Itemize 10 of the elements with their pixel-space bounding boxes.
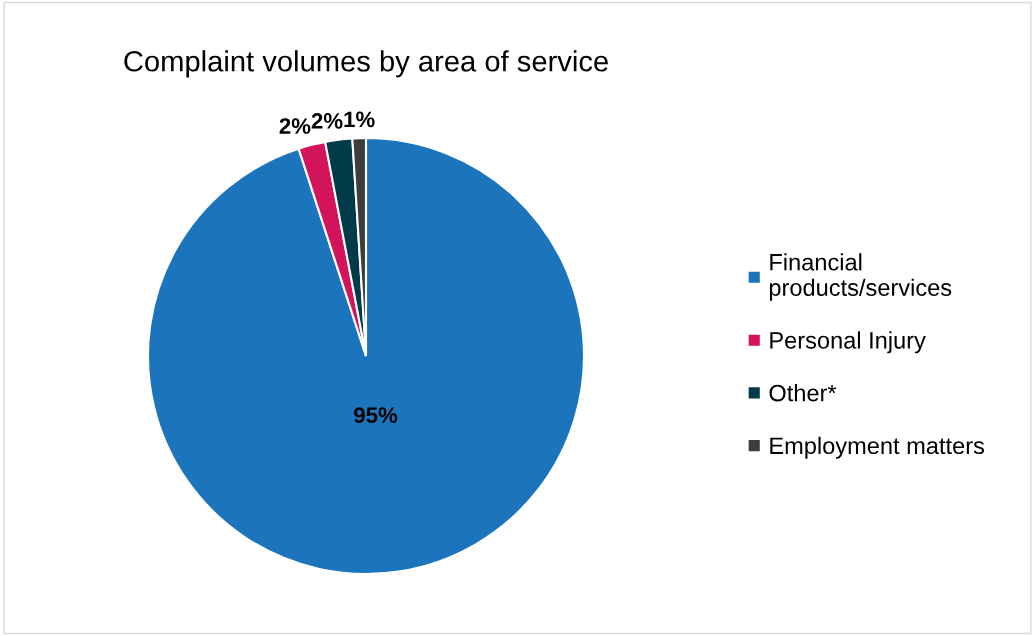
chart-title: Complaint volumes by area of service [124, 50, 608, 78]
data-label: 2% [279, 118, 311, 134]
data-label: 95% [354, 407, 398, 424]
legend-label: Other* [769, 384, 837, 402]
pie-slice [146, 136, 586, 576]
data-label: 1% [344, 111, 375, 128]
data-label: 2% [311, 113, 343, 129]
legend-label: Financial products/services [769, 253, 952, 301]
legend-label: Employment matters [770, 436, 985, 459]
legend-label: Personal Injury [770, 331, 926, 354]
